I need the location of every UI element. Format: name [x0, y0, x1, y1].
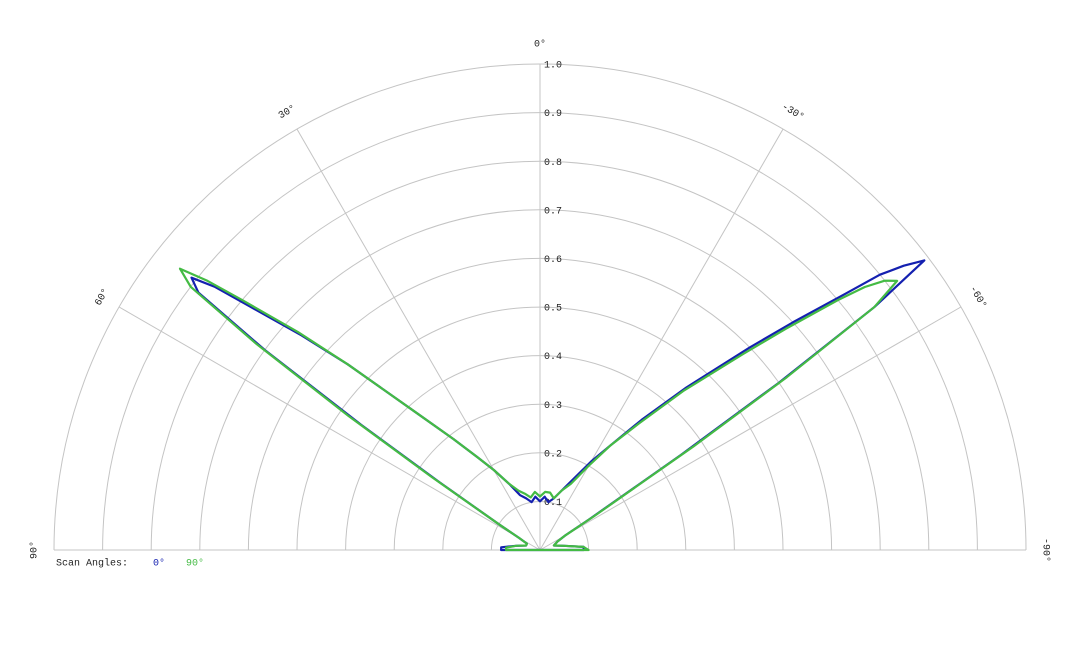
grid-spoke: [296, 128, 541, 551]
legend-entry: 90°: [186, 558, 204, 570]
legend-entry: 0°: [153, 558, 165, 570]
r-tick-label: 0.7: [544, 206, 562, 217]
angle-tick-label: 90°: [29, 541, 41, 559]
r-tick-label: 0.5: [544, 304, 562, 315]
grid-spoke: [539, 128, 784, 551]
grid-spoke: [539, 306, 962, 551]
r-tick-label: 0.6: [544, 255, 562, 266]
r-tick-label: 0.8: [544, 158, 562, 169]
series-line: [178, 267, 899, 552]
angle-tick-label: 0°: [534, 39, 546, 51]
r-tick-label: 0.4: [544, 352, 562, 363]
angle-tick-label: 30°: [277, 103, 299, 122]
legend-title: Scan Angles:: [56, 558, 128, 570]
angle-tick-label: 60°: [93, 287, 112, 309]
r-tick-label: 0.9: [544, 109, 562, 120]
r-tick-label: 1.0: [544, 61, 562, 72]
r-tick-label: 0.2: [544, 449, 562, 460]
grid-spoke: [118, 306, 541, 551]
angle-tick-label: -90°: [1039, 538, 1051, 562]
r-tick-label: 0.3: [544, 401, 562, 412]
r-tick-label: 0.1: [544, 498, 562, 509]
angle-tick-label: -60°: [966, 284, 988, 311]
angle-tick-label: -30°: [779, 101, 806, 123]
